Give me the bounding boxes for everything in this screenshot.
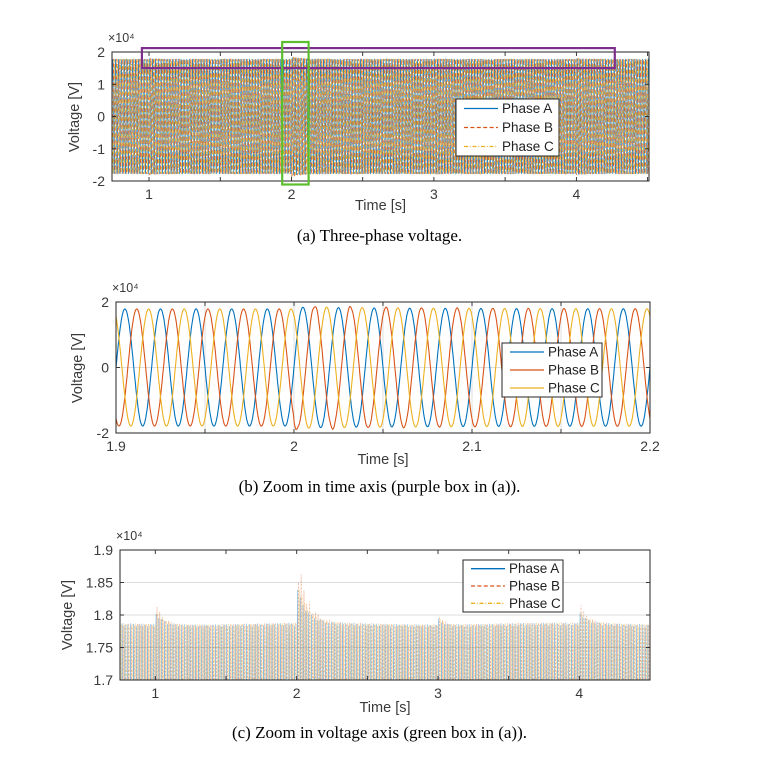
plot-c-ylabel: Voltage [V] — [60, 579, 76, 651]
y-tick-label: 0 — [97, 109, 105, 125]
x-tick-label: 2 — [293, 685, 301, 701]
y-tick-label: 1.75 — [86, 640, 113, 656]
x-tick-label: 1.9 — [106, 438, 126, 454]
x-tick-label: 4 — [573, 186, 581, 202]
x-tick-label: 4 — [575, 685, 583, 701]
x-tick-label: 3 — [434, 685, 442, 701]
y-tick-label: 1.8 — [94, 607, 114, 623]
legend-label: Phase A — [509, 561, 559, 576]
plot-a-series-phase-c — [112, 57, 649, 177]
x-tick-label: 1 — [151, 685, 159, 701]
plot-a-y-exponent: ×10⁴ — [108, 31, 135, 45]
green-box — [281, 40, 310, 186]
legend-label: Phase A — [548, 345, 598, 360]
x-tick-label: 2 — [290, 438, 298, 454]
x-tick-label: 2.2 — [640, 438, 660, 454]
plot-a-xlabel: Time [s] — [354, 198, 407, 214]
legend-label: Phase C — [548, 381, 600, 396]
x-tick-label: 3 — [430, 186, 438, 202]
legend-label: Phase C — [502, 139, 554, 154]
plot-b-y-exponent: ×10⁴ — [112, 281, 139, 295]
plot-a: 1 2 3 4 -2 -1 0 1 2 Phase A Phase B Phase C — [93, 40, 650, 202]
y-tick-label: 2 — [101, 294, 109, 310]
x-tick-label: 2 — [288, 186, 296, 202]
plot-b-ylabel: Voltage [V] — [70, 332, 86, 404]
caption-c: (c) Zoom in voltage axis (green box in (… — [231, 723, 528, 742]
x-tick-label: 2.1 — [462, 438, 482, 454]
plot-b-series-phase-b — [116, 305, 650, 431]
plot-c: 1 2 3 4 1.7 1.75 1.8 1.85 1.9 Phase A Phase B Phase… — [86, 542, 651, 701]
legend-label: Phase C — [509, 596, 561, 611]
y-tick-label: 0 — [101, 360, 109, 376]
legend-label: Phase B — [548, 363, 599, 378]
caption-a: (a) Three-phase voltage. — [296, 226, 463, 245]
y-tick-label: -1 — [93, 141, 106, 157]
legend-label: Phase B — [502, 120, 553, 135]
plot-c-series-group — [120, 574, 650, 680]
plot-c-series-phase-a — [121, 589, 649, 680]
plot-b-xlabel: Time [s] — [357, 452, 409, 468]
y-tick-label: 1.9 — [94, 542, 114, 558]
caption-b: (b) Zoom in time axis (purple box in (a)… — [238, 477, 521, 496]
plot-a-ylabel: Voltage [V] — [67, 81, 83, 153]
legend-label: Phase B — [509, 579, 560, 594]
plot-a-series-group — [112, 56, 649, 178]
y-tick-label: -2 — [93, 173, 106, 189]
x-tick-label: 1 — [145, 186, 153, 202]
y-tick-label: 2 — [97, 44, 105, 60]
y-tick-label: 1 — [97, 76, 105, 92]
y-tick-label: 1.85 — [86, 575, 113, 591]
purple-box — [140, 46, 616, 70]
legend-label: Phase A — [502, 101, 552, 116]
plot-b-series-phase-c — [116, 306, 650, 429]
plot-b: 1.9 2 2.1 2.2 -2 0 2 Phase A Phase B Phase C — [97, 294, 660, 454]
y-tick-label: -2 — [97, 425, 110, 441]
plot-c-y-exponent: ×10⁴ — [116, 529, 143, 543]
plot-c-xlabel: Time [s] — [359, 700, 411, 716]
y-tick-label: 1.7 — [94, 672, 114, 688]
